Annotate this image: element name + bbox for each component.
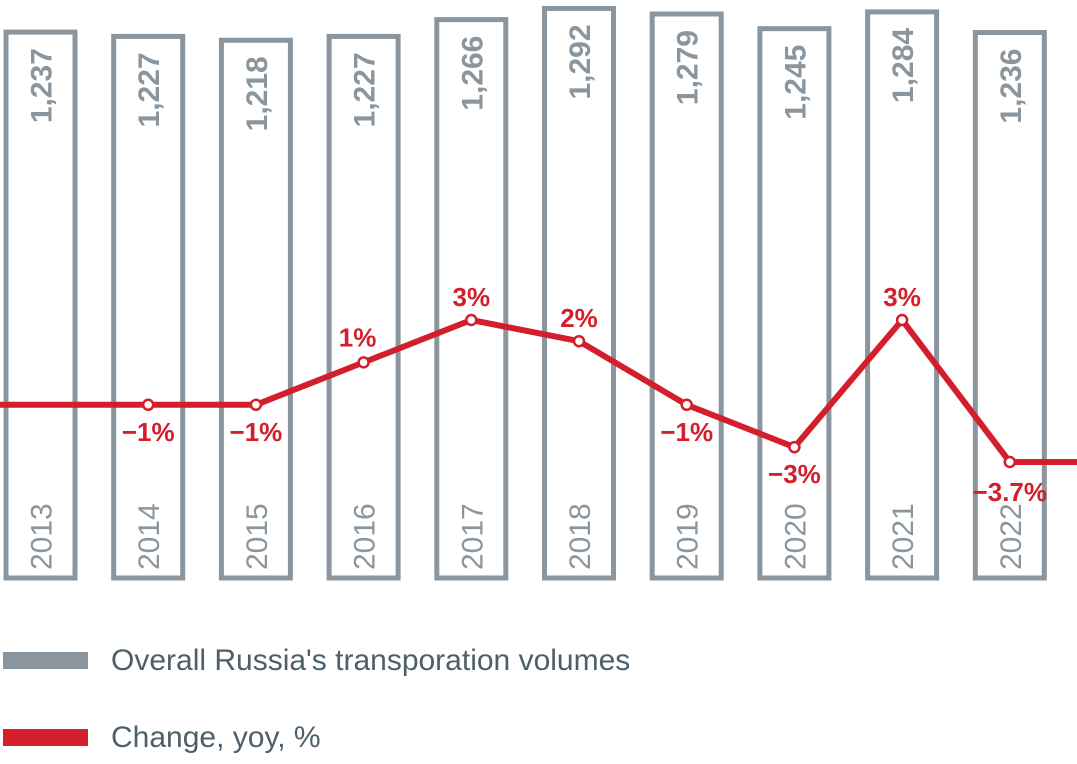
bar-value-label: 1,236 xyxy=(995,49,1028,124)
year-tick-label: 2013 xyxy=(26,503,59,570)
change-label: −1% xyxy=(230,417,283,447)
bar-group-2020: 1,245 2020 xyxy=(757,26,832,581)
change-label: 2% xyxy=(560,303,598,333)
line-layer: −1% −1% 1% 3% 2% −1% −3% 3% −3.7% xyxy=(0,282,1077,507)
change-point-2014 xyxy=(141,398,155,412)
change-label: −1% xyxy=(122,417,175,447)
bar-group-2018: 1,292 2018 xyxy=(542,5,616,581)
bar-2014 xyxy=(111,33,186,581)
bar-group-2016: 1,227 2016 xyxy=(326,33,401,581)
bar-value-label: 1,218 xyxy=(241,56,274,131)
bar-2022 xyxy=(972,30,1047,581)
year-tick-label: 2019 xyxy=(672,503,705,570)
year-tick-label: 2014 xyxy=(133,503,166,570)
change-label: −1% xyxy=(660,417,713,447)
change-point-2022 xyxy=(1003,455,1017,469)
bar-value-label: 1,245 xyxy=(779,45,812,120)
legend-swatch-change xyxy=(3,729,88,746)
legend: Overall Russia's transporation volumes C… xyxy=(3,644,630,754)
change-point-2019 xyxy=(680,398,693,412)
bar-value-label: 1,266 xyxy=(456,36,489,111)
bar-2017 xyxy=(434,17,509,581)
year-tick-label: 2017 xyxy=(456,503,489,570)
bar-value-label: 1,292 xyxy=(564,24,597,99)
bar-group-2019: 1,279 2019 xyxy=(649,11,724,581)
change-point-2018 xyxy=(572,334,586,348)
bar-group-2017: 1,266 2017 xyxy=(434,17,509,581)
bar-value-label: 1,279 xyxy=(672,30,705,105)
change-label: 1% xyxy=(339,322,377,352)
change-point-2017 xyxy=(465,313,478,327)
change-point-2015 xyxy=(249,398,263,412)
year-tick-label: 2018 xyxy=(564,503,597,570)
bar-group-2022: 1,236 2022 xyxy=(972,30,1047,581)
change-label: −3% xyxy=(768,459,821,489)
change-label: 3% xyxy=(883,282,921,312)
change-point-2016 xyxy=(357,356,370,369)
bar-2019 xyxy=(649,11,724,581)
change-label: 3% xyxy=(453,282,491,312)
bar-2015 xyxy=(218,37,293,581)
bar-value-label: 1,237 xyxy=(26,48,59,123)
bar-2018 xyxy=(542,5,616,581)
change-label: −3.7% xyxy=(973,477,1047,507)
legend-label-volumes: Overall Russia's transporation volumes xyxy=(111,644,630,677)
legend-item-change: Change, yoy, % xyxy=(3,721,321,754)
bar-value-label: 1,227 xyxy=(349,52,382,127)
legend-label-change: Change, yoy, % xyxy=(111,721,321,754)
bar-group-2015: 1,218 2015 xyxy=(218,37,293,581)
year-tick-label: 2021 xyxy=(887,503,920,570)
bar-group-2014: 1,227 2014 xyxy=(111,33,186,581)
year-tick-label: 2016 xyxy=(349,503,382,570)
bar-2016 xyxy=(326,33,401,581)
legend-item-volumes: Overall Russia's transporation volumes xyxy=(3,644,630,677)
change-point-2020 xyxy=(788,440,801,454)
bar-value-label: 1,227 xyxy=(133,52,166,127)
year-tick-label: 2020 xyxy=(779,503,812,570)
bar-2021 xyxy=(865,9,940,581)
bar-group-2021: 1,284 2021 xyxy=(865,9,940,581)
legend-swatch-volumes xyxy=(3,652,88,669)
change-point-2021 xyxy=(895,313,909,327)
bar-2020 xyxy=(757,26,832,581)
bars-layer: 1,237 2013 1,227 2014 1,218 2015 1,227 2016 1,26… xyxy=(3,5,1047,581)
year-tick-label: 2015 xyxy=(241,503,274,570)
bar-2013 xyxy=(3,29,78,581)
year-tick-label: 2022 xyxy=(995,503,1028,570)
bar-group-2013: 1,237 2013 xyxy=(3,29,78,581)
bar-value-label: 1,284 xyxy=(887,28,920,103)
